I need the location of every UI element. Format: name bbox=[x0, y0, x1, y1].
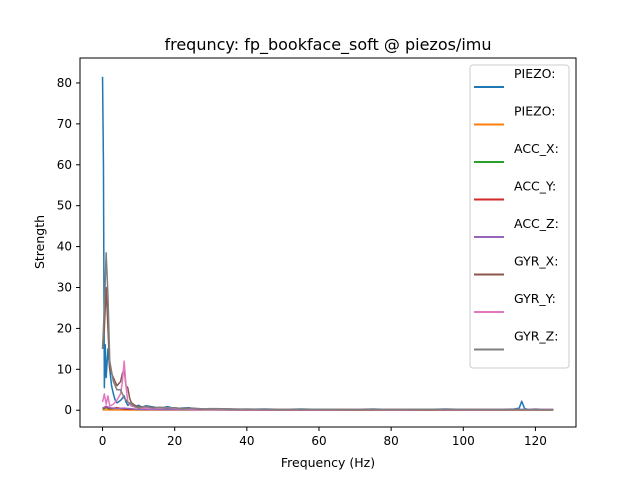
legend-label: GYR_Z: bbox=[514, 329, 558, 344]
y-tick-label: 50 bbox=[57, 199, 72, 213]
y-axis-label: Strength bbox=[32, 215, 47, 269]
y-tick-label: 70 bbox=[57, 117, 72, 131]
x-axis-label: Frequency (Hz) bbox=[281, 455, 375, 470]
x-tick-label: 80 bbox=[383, 434, 398, 448]
y-tick-label: 60 bbox=[57, 158, 72, 172]
y-tick-label: 0 bbox=[64, 403, 72, 417]
series-line-7 bbox=[101, 251, 554, 411]
legend-label: GYR_Y: bbox=[514, 291, 556, 306]
legend-box bbox=[469, 64, 570, 369]
chart-title: frequncy: fp_bookface_soft @ piezos/imu bbox=[164, 35, 491, 55]
x-tick-label: 0 bbox=[99, 434, 107, 448]
axis-ticks: 0 20 40 60 80 100 120 0 10 20 30 40 50 60 70 80 bbox=[57, 76, 547, 448]
axes-frame bbox=[79, 57, 577, 428]
y-tick-label: 80 bbox=[57, 76, 72, 90]
legend-label: GYR_X: bbox=[514, 254, 558, 269]
y-tick-label: 40 bbox=[57, 240, 72, 254]
legend-label: ACC_Z: bbox=[514, 216, 559, 231]
legend-label: ACC_X: bbox=[514, 141, 559, 156]
y-tick-label: 20 bbox=[57, 321, 72, 335]
y-tick-label: 10 bbox=[57, 362, 72, 376]
x-tick-label: 100 bbox=[452, 434, 475, 448]
x-tick-label: 20 bbox=[167, 434, 182, 448]
legend-label: ACC_Y: bbox=[514, 179, 556, 194]
plot-area bbox=[101, 76, 554, 411]
legend: PIEZO: PIEZO: ACC_X: ACC_Y: ACC_Z: GYR_X: GYR_… bbox=[469, 64, 570, 369]
x-tick-label: 40 bbox=[239, 434, 254, 448]
y-tick-label: 30 bbox=[57, 281, 72, 295]
legend-label: PIEZO: bbox=[514, 66, 556, 81]
legend-label: PIEZO: bbox=[514, 104, 556, 119]
x-tick-label: 60 bbox=[311, 434, 326, 448]
x-tick-label: 120 bbox=[524, 434, 547, 448]
